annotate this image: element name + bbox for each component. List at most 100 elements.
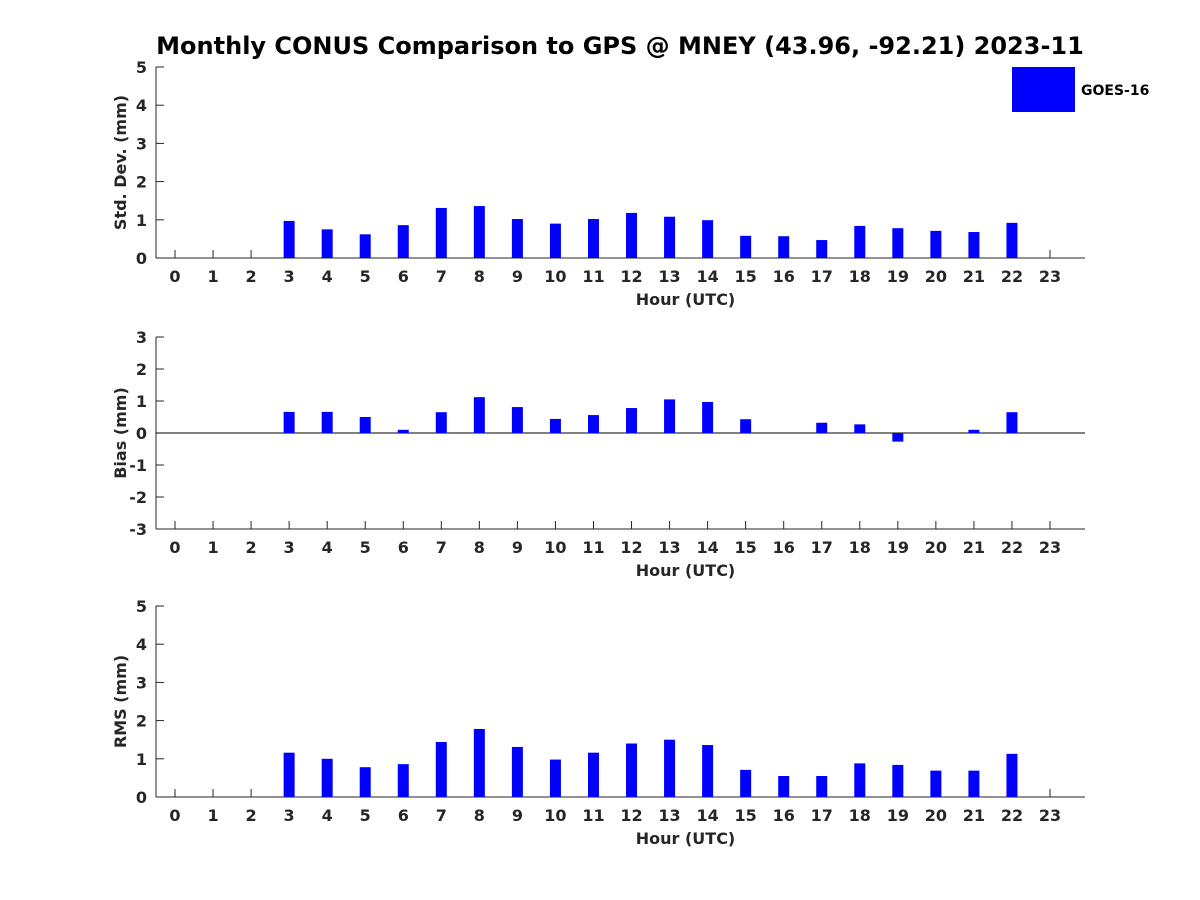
std-dev-bar-hour-19: [892, 228, 904, 258]
rms-x-tick-label: 4: [322, 806, 333, 825]
rms-y-tick-label: 3: [136, 673, 147, 692]
bias-bar-hour-3: [283, 411, 295, 433]
rms-x-tick-label: 22: [1001, 806, 1023, 825]
rms-x-tick-label: 1: [207, 806, 218, 825]
std-dev-x-tick-label: 7: [436, 267, 447, 286]
rms-x-tick-label: 6: [398, 806, 409, 825]
bias-bar-hour-14: [702, 401, 714, 433]
std-dev-bar-hour-12: [626, 212, 638, 258]
rms-bar-hour-18: [854, 763, 866, 797]
bias-bar-hour-9: [511, 407, 523, 433]
bias-x-tick-label: 16: [773, 538, 795, 557]
bias-bar-hour-4: [321, 411, 333, 433]
bias-x-tick-label: 1: [207, 538, 218, 557]
bias-bar-hour-10: [549, 418, 561, 433]
rms-bar-hour-9: [511, 746, 523, 797]
bias-bar-hour-13: [664, 399, 676, 433]
std-dev-bar-hour-14: [702, 220, 714, 258]
bias-bar-hour-6: [397, 429, 409, 433]
std-dev-bar-hour-7: [435, 207, 447, 258]
rms-bar-hour-17: [816, 775, 828, 797]
bias-x-tick-label: 13: [658, 538, 680, 557]
bias-y-tick-label: 1: [136, 392, 147, 411]
std-dev-x-tick-label: 13: [658, 267, 680, 286]
bias-x-tick-label: 4: [322, 538, 333, 557]
std-dev-x-tick-label: 16: [773, 267, 795, 286]
bias-y-tick-label: 2: [136, 360, 147, 379]
bias-y-axis-label: Bias (mm): [111, 387, 130, 479]
bias-bar-hour-21: [968, 429, 980, 433]
std-dev-y-tick-label: 0: [136, 249, 147, 268]
std-dev-bar-hour-8: [473, 206, 485, 258]
rms-x-tick-label: 15: [735, 806, 757, 825]
rms-x-tick-label: 3: [284, 806, 295, 825]
rms-bar-hour-11: [587, 752, 599, 797]
rms-bar-hour-8: [473, 729, 485, 797]
rms-x-tick-label: 11: [582, 806, 604, 825]
std-dev-x-tick-label: 8: [474, 267, 485, 286]
std-dev-x-tick-label: 17: [811, 267, 833, 286]
std-dev-x-tick-label: 4: [322, 267, 333, 286]
rms-y-tick-label: 4: [136, 635, 147, 654]
bias-y-tick-label: 0: [136, 424, 147, 443]
std-dev-x-tick-label: 10: [544, 267, 566, 286]
rms-x-tick-label: 9: [512, 806, 523, 825]
rms-bar-hour-3: [283, 752, 295, 797]
rms-bar-hour-21: [968, 770, 980, 797]
bias-x-tick-label: 20: [925, 538, 947, 557]
rms-bar-hour-22: [1006, 753, 1018, 797]
rms-bar-hour-20: [930, 770, 942, 797]
rms-x-tick-label: 21: [963, 806, 985, 825]
std-dev-bar-hour-9: [511, 219, 523, 258]
bias-x-tick-label: 23: [1039, 538, 1061, 557]
rms-x-tick-label: 19: [887, 806, 909, 825]
std-dev-x-tick-label: 2: [246, 267, 257, 286]
std-dev-x-tick-label: 23: [1039, 267, 1061, 286]
std-dev-bar-hour-18: [854, 225, 866, 258]
legend-label: GOES-16: [1081, 83, 1149, 99]
bias-bar-hour-11: [587, 415, 599, 433]
rms-bar-hour-16: [778, 775, 790, 797]
std-dev-bar-hour-10: [549, 223, 561, 258]
rms-bar-hour-14: [702, 745, 714, 797]
rms-x-tick-label: 23: [1039, 806, 1061, 825]
chart-title: Monthly CONUS Comparison to GPS @ MNEY (…: [156, 32, 1084, 60]
bias-y-tick-label: 3: [136, 328, 147, 347]
std-dev-x-tick-label: 14: [696, 267, 718, 286]
bias-x-tick-label: 6: [398, 538, 409, 557]
bias-bar-hour-17: [816, 422, 828, 433]
bias-bar-hour-8: [473, 397, 485, 433]
bias-x-axis-label: Hour (UTC): [636, 561, 736, 580]
std-dev-x-tick-label: 3: [284, 267, 295, 286]
legend: GOES-16: [1012, 67, 1149, 112]
bias-bar-hour-18: [854, 424, 866, 433]
rms-y-axis-label: RMS (mm): [111, 655, 130, 748]
rms-x-tick-label: 8: [474, 806, 485, 825]
rms-x-tick-label: 17: [811, 806, 833, 825]
std-dev-bar-hour-15: [740, 235, 752, 258]
std-dev-x-tick-label: 22: [1001, 267, 1023, 286]
rms-bar-hour-6: [397, 764, 409, 797]
std-dev-bar-hour-21: [968, 232, 980, 258]
rms-y-tick-label: 5: [136, 597, 147, 616]
std-dev-bar-hour-17: [816, 240, 828, 258]
bias-bar-hour-12: [626, 408, 638, 433]
bias-x-tick-label: 3: [284, 538, 295, 557]
std-dev-x-tick-label: 12: [620, 267, 642, 286]
bias-x-tick-label: 19: [887, 538, 909, 557]
bias-bar-hour-7: [435, 412, 447, 433]
rms-x-tick-label: 2: [246, 806, 257, 825]
bias-x-tick-label: 21: [963, 538, 985, 557]
rms-x-tick-label: 14: [696, 806, 718, 825]
std-dev-x-axis-label: Hour (UTC): [636, 290, 736, 309]
bias-x-tick-label: 8: [474, 538, 485, 557]
bias-x-tick-label: 22: [1001, 538, 1023, 557]
std-dev-x-tick-label: 6: [398, 267, 409, 286]
std-dev-y-tick-label: 2: [136, 173, 147, 192]
rms-bar-hour-10: [549, 759, 561, 797]
std-dev-bar-hour-20: [930, 230, 942, 258]
